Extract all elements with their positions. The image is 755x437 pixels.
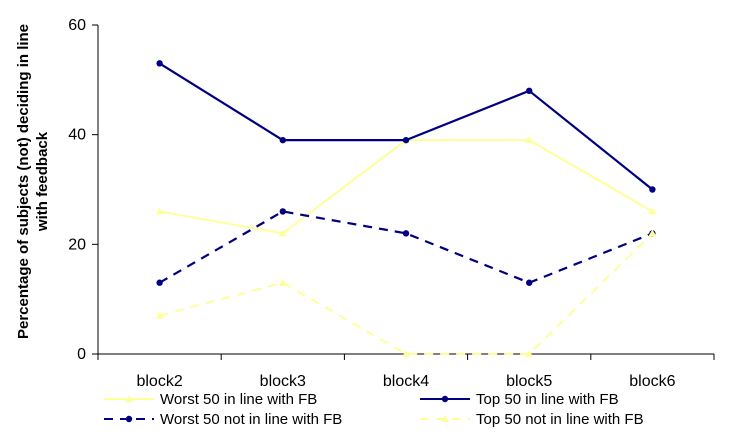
- series-line: [159, 232, 654, 355]
- data-point: [279, 208, 286, 215]
- y-axis-label-group: Percentage of subjects (not) deciding in…: [15, 24, 51, 339]
- x-tick-label-block2: block2: [136, 373, 182, 390]
- data-point: [278, 229, 287, 237]
- y-tick-label: 40: [68, 127, 86, 144]
- legend-swatch-marker: [125, 415, 133, 423]
- data-point: [402, 350, 410, 357]
- legend-item-top-50-in-line-with-fb: Top 50 in line with FB: [420, 391, 619, 408]
- y-axis-label-line: with feedback: [34, 131, 51, 232]
- legend-label: Worst 50 not in line with FB: [160, 411, 342, 428]
- data-point: [648, 207, 657, 215]
- x-tick-label-block4: block4: [383, 373, 429, 390]
- series-worst-50-in-line-with-fb: [155, 136, 657, 237]
- series-worst-50-not-in-line-with-fb: [156, 208, 656, 286]
- legend-label: Top 50 not in line with FB: [476, 411, 644, 428]
- x-tick-label-block3: block3: [260, 373, 306, 390]
- x-tick-label-block6: block6: [629, 373, 675, 390]
- data-point: [402, 230, 410, 237]
- series-line: [159, 62, 654, 191]
- data-point: [648, 229, 657, 237]
- legend: Worst 50 in line with FB Top 50 in line w…: [104, 391, 644, 428]
- data-point: [402, 136, 410, 144]
- series-line: [159, 139, 653, 235]
- data-point: [156, 279, 163, 286]
- tick-labels: 0 20 40 60 block2 block3 block4 block5 block6: [68, 17, 675, 390]
- data-point: [649, 186, 656, 193]
- data-point: [525, 350, 534, 357]
- series-top-50-in-line-with-fb: [156, 60, 656, 193]
- series-group: [155, 60, 657, 357]
- data-point: [525, 136, 534, 144]
- y-axis-label: Percentage of subjects (not) deciding in…: [15, 24, 51, 339]
- y-tick-label: 0: [77, 346, 86, 363]
- series-top-50-not-in-line-with-fb: [155, 229, 657, 357]
- y-tick-label: 60: [68, 17, 86, 34]
- legend-swatch-marker: [441, 415, 449, 422]
- data-point: [278, 278, 287, 286]
- data-point: [155, 311, 164, 319]
- legend-swatch-marker: [441, 395, 449, 403]
- y-tick-label: 20: [68, 236, 86, 253]
- series-line: [159, 210, 653, 284]
- y-axis-label-line: Percentage of subjects (not) deciding in…: [15, 24, 32, 339]
- legend-item-top-50-not-in-line-with-fb: Top 50 not in line with FB: [420, 411, 644, 428]
- data-point: [155, 207, 164, 215]
- legend-swatch-marker: [125, 395, 133, 402]
- data-point: [526, 87, 533, 95]
- x-tick-label-block5: block5: [506, 373, 552, 390]
- legend-label: Top 50 in line with FB: [476, 391, 619, 408]
- legend-item-worst-50-not-in-line-with-fb: Worst 50 not in line with FB: [104, 411, 342, 428]
- data-point: [156, 60, 163, 67]
- legend-item-worst-50-in-line-with-fb: Worst 50 in line with FB: [104, 391, 317, 408]
- legend-label: Worst 50 in line with FB: [160, 391, 317, 408]
- data-point: [279, 136, 286, 144]
- data-point: [526, 279, 533, 286]
